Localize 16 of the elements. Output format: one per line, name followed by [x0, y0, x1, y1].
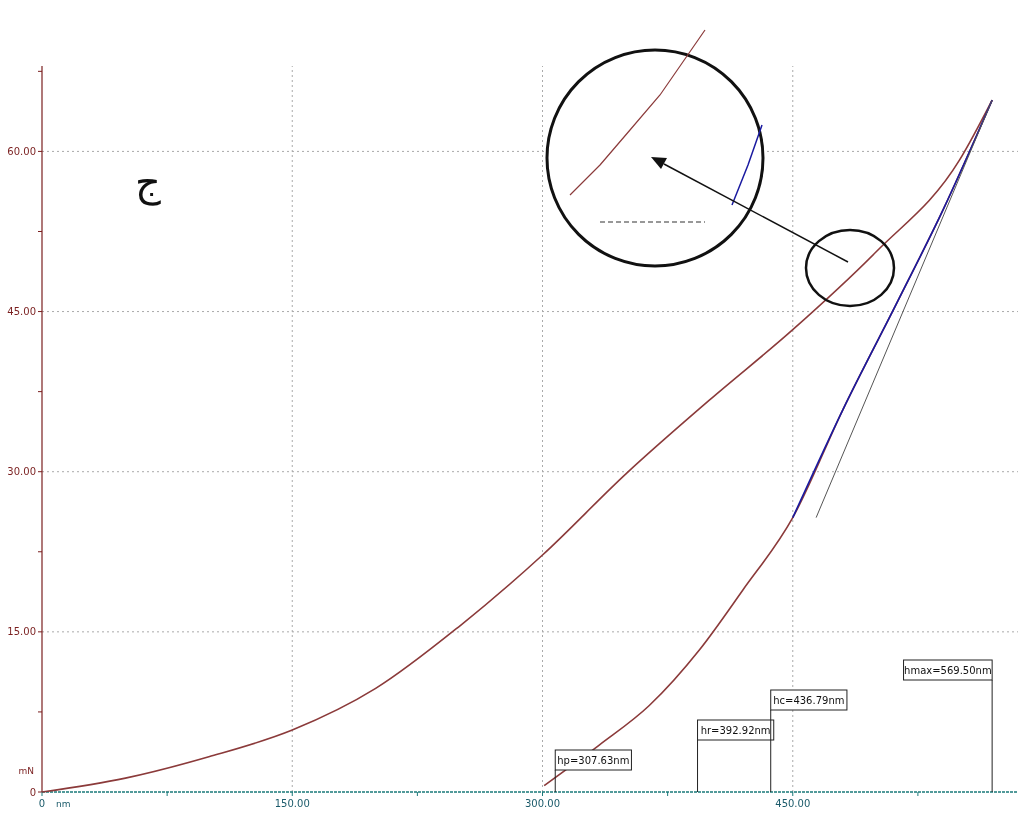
x-tick-label: 150.00 — [274, 798, 310, 809]
y-tick-label: 30.00 — [7, 466, 36, 478]
y-tick-label: 0 — [29, 786, 36, 798]
ref-line-label: hc=436.79nm — [773, 694, 845, 706]
x-tick-label: 0 — [38, 798, 46, 809]
x-tick-label: 300.00 — [525, 798, 561, 809]
x-axis-title: nm — [56, 799, 71, 809]
ref-line-label: hmax=569.50nm — [904, 664, 992, 676]
x-tick-label: 450.00 — [775, 798, 811, 809]
y-tick-label: 15.00 — [7, 626, 36, 638]
ref-line-label: hp=307.63nm — [557, 754, 630, 766]
y-tick-label: 45.00 — [7, 306, 36, 318]
y-tick-label: 60.00 — [7, 145, 36, 157]
annotation: ج — [135, 159, 161, 206]
ref-line-label: hr=392.92nm — [700, 724, 771, 736]
y-axis-title: mN — [18, 766, 34, 776]
